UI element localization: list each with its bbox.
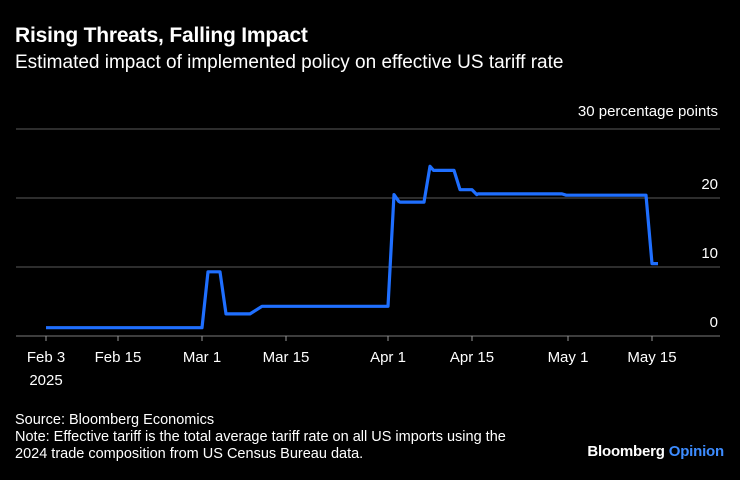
x-tick-label: Apr 1 xyxy=(370,349,406,366)
chart-title: Rising Threats, Falling Impact xyxy=(15,24,308,47)
chart-footer: Source: Bloomberg Economics Note: Effect… xyxy=(15,412,506,463)
note-text-line1: Note: Effective tariff is the total aver… xyxy=(15,429,506,445)
x-tick-label: Feb 3 xyxy=(27,349,65,366)
x-axis: Feb 3 2025 Feb 15 Mar 1 Mar 15 Apr 1 Apr 15 May… xyxy=(27,336,677,389)
y-tick-label: 10 xyxy=(701,245,718,262)
brand-suffix: Opinion xyxy=(668,443,724,460)
x-tick-label: Apr 15 xyxy=(450,349,494,366)
y-axis-unit-label: 30 percentage points xyxy=(578,103,718,120)
x-tick-label: Mar 15 xyxy=(263,349,310,366)
y-tick-label: 20 xyxy=(701,176,718,193)
x-tick-label: May 1 xyxy=(548,349,589,366)
x-tick-label: Feb 15 xyxy=(95,349,142,366)
x-year-label: 2025 xyxy=(29,372,62,389)
note-text-line2: 2024 trade composition from US Census Bu… xyxy=(15,446,364,462)
brand-name: Bloomberg xyxy=(587,443,665,460)
series-lines xyxy=(46,164,658,330)
brand-logo: Bloomberg Opinion xyxy=(587,443,724,460)
gridlines xyxy=(16,128,720,337)
chart-subtitle: Estimated impact of implemented policy o… xyxy=(15,52,564,73)
x-tick-label: May 15 xyxy=(627,349,676,366)
x-tick-label: Mar 1 xyxy=(183,349,221,366)
y-axis-labels: 30 percentage points 0 10 20 xyxy=(578,103,718,331)
series-line-tariff-rate xyxy=(46,164,658,330)
y-tick-label: 0 xyxy=(710,314,718,331)
source-text: Source: Bloomberg Economics xyxy=(15,412,215,428)
